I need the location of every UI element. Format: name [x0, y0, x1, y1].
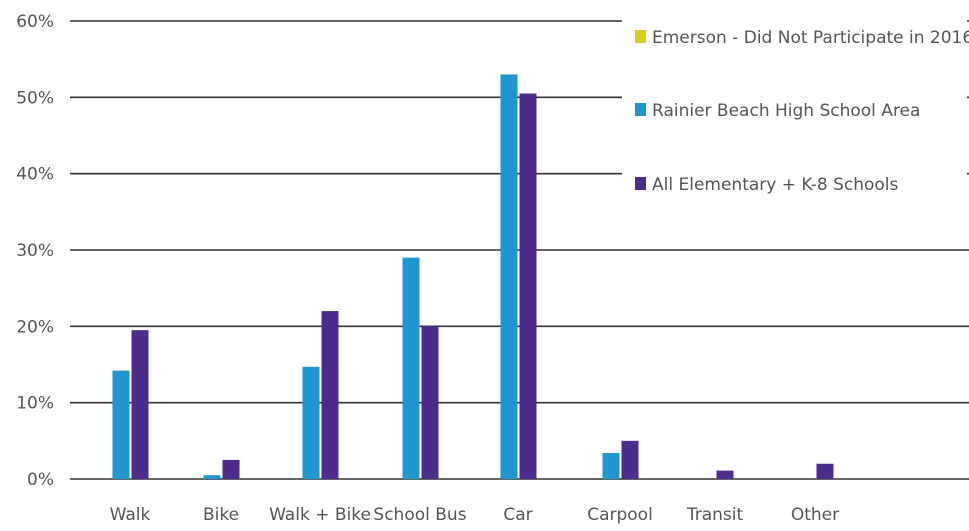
bar-school-bus-series-2 — [421, 326, 439, 479]
legend-swatch — [635, 177, 646, 190]
bars — [112, 74, 834, 480]
x-category-label: Bike — [203, 505, 239, 525]
x-category-label: Other — [791, 505, 839, 525]
legend-label: All Elementary + K-8 Schools — [652, 175, 899, 195]
bar-other-series-2 — [816, 463, 834, 479]
y-tick-label: 50% — [16, 88, 54, 108]
bar-bike-series-1 — [203, 475, 221, 479]
x-category-label: Walk — [110, 505, 151, 525]
y-tick-label: 40% — [16, 165, 54, 185]
bar-bike-series-2 — [222, 459, 240, 479]
y-tick-label: 10% — [16, 394, 54, 414]
bar-car-series-1 — [500, 74, 518, 479]
bar-school-bus-series-1 — [402, 257, 420, 479]
x-category-label: Transit — [686, 505, 744, 525]
x-category-label: Car — [503, 505, 532, 525]
legend-background — [622, 12, 967, 212]
x-category-label: Walk + Bike — [269, 505, 371, 525]
bar-walk-series-2 — [131, 330, 149, 479]
bar-transit-series-2 — [716, 470, 734, 479]
x-category-label: Carpool — [587, 505, 653, 525]
bar-carpool-series-2 — [621, 440, 639, 479]
y-tick-label: 20% — [16, 317, 54, 337]
bar-car-series-2 — [519, 93, 537, 480]
bar-walk-bike-series-2 — [321, 311, 339, 479]
bar-carpool-series-1 — [602, 453, 620, 479]
bar-walk-bike-series-1 — [302, 366, 320, 479]
x-axis-category-labels: Walk Bike Walk + Bike School Bus Car Carpool T… — [110, 505, 840, 525]
legend-swatch — [635, 103, 646, 116]
legend-label: Rainier Beach High School Area — [652, 101, 920, 121]
bar-walk-series-1 — [112, 370, 130, 479]
y-tick-label: 60% — [16, 12, 54, 32]
y-tick-label: 30% — [16, 241, 54, 261]
legend-swatch — [635, 30, 646, 43]
y-tick-label: 0% — [27, 470, 54, 490]
x-category-label: School Bus — [373, 505, 466, 525]
legend: Emerson - Did Not Participate in 2016 Rai… — [622, 12, 969, 212]
y-axis-tick-labels: 0% 10% 20% 30% 40% 50% 60% — [16, 12, 54, 490]
legend-label: Emerson - Did Not Participate in 2016 — [652, 28, 969, 48]
